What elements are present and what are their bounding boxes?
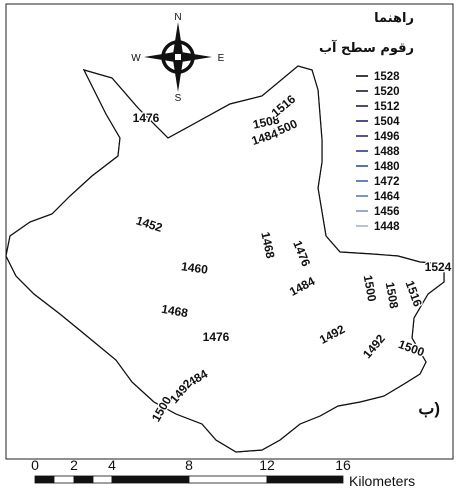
north-arrow-pointer-s xyxy=(173,60,183,92)
legend-title: راهنما xyxy=(374,11,414,26)
scale-segment xyxy=(53,475,75,484)
legend-subtitle: رقوم سطح آب xyxy=(319,39,414,56)
legend-label: 1528 xyxy=(374,71,400,83)
legend-label: 1480 xyxy=(374,161,400,173)
scale-tick-label: 8 xyxy=(185,457,193,473)
contour-label: 1468 xyxy=(160,302,189,320)
scale-tick-label: 4 xyxy=(108,457,116,473)
north-label: N xyxy=(174,12,181,23)
contour-label: 1508 xyxy=(252,112,281,131)
scale-tick-labels: 0 2 4 8 12 16 xyxy=(31,457,351,473)
legend-label: 1448 xyxy=(374,221,400,233)
contour-label: 1524 xyxy=(425,260,452,274)
legend-label: 1512 xyxy=(374,101,400,113)
contour-label: 1508 xyxy=(383,281,401,310)
contour-label: 1500 xyxy=(361,274,379,303)
legend-label: 1456 xyxy=(374,206,400,218)
scale-tick-label: 12 xyxy=(259,457,275,473)
legend-label: 1472 xyxy=(374,176,400,188)
panel-label: ب) xyxy=(418,399,440,418)
scale-tick-label: 2 xyxy=(70,457,78,473)
legend-label: 1488 xyxy=(374,146,400,158)
legend-label: 1496 xyxy=(374,131,400,143)
north-arrow-pointer-n xyxy=(173,22,183,54)
scale-segment xyxy=(34,475,55,484)
south-label: S xyxy=(175,93,182,104)
scale-tick-label: 0 xyxy=(31,457,39,473)
north-arrow-pointer-w xyxy=(144,52,175,62)
contour-label: 1476 xyxy=(203,330,230,344)
contour-label: 1476 xyxy=(133,111,160,125)
scale-segment xyxy=(266,475,344,484)
legend-label: 1464 xyxy=(374,191,400,203)
scale-unit: Kilometers xyxy=(349,473,415,489)
north-arrow-pointer-e xyxy=(181,52,212,62)
scale-segment xyxy=(111,475,190,484)
north-arrow: N S W E xyxy=(131,12,224,104)
legend-label: 1520 xyxy=(374,86,400,98)
contour-label: 1460 xyxy=(180,259,209,277)
figure-frame xyxy=(5,3,454,460)
contour-label: 1468 xyxy=(258,231,277,260)
scale-segment xyxy=(73,475,94,484)
west-label: W xyxy=(131,53,141,64)
scale-segment xyxy=(92,475,113,484)
scale-segments xyxy=(34,475,344,484)
scale-segment xyxy=(188,475,268,484)
scale-bar: 0 2 4 8 12 16 Kilometers xyxy=(31,457,415,489)
east-label: E xyxy=(218,53,225,64)
legend: راهنما رقوم سطح آب 152815201512150414961… xyxy=(319,11,414,233)
legend-label: 1504 xyxy=(374,116,400,128)
legend-items: 1528 1520 1512 1504 1496 1488 1480 1472 1464 1456… xyxy=(356,71,400,233)
scale-tick-label: 16 xyxy=(335,457,351,473)
